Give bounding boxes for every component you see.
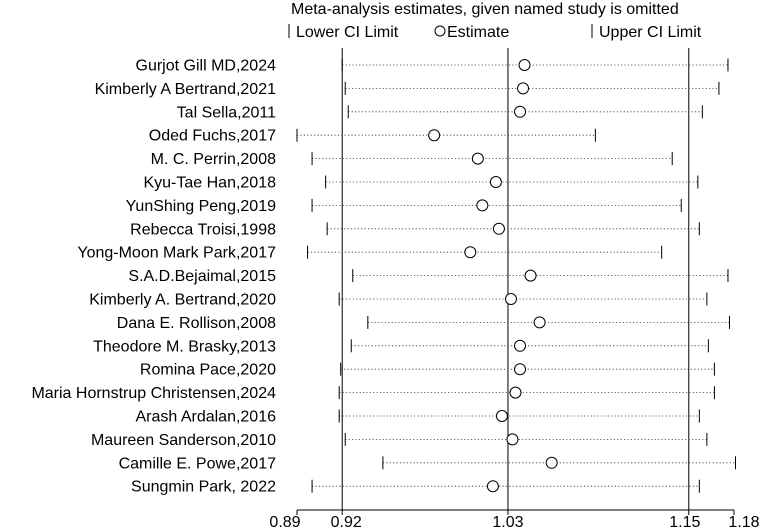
estimate-point (504, 293, 517, 305)
study-label: Dana E. Rollison,2008 (117, 315, 276, 332)
study-label: Camille E. Powe,2017 (119, 455, 277, 472)
reference-lines (341, 48, 690, 510)
estimate-point (428, 129, 441, 142)
study-row: Sungmin Park, 2022 (131, 479, 700, 496)
study-row: YunShing Peng,2019 (126, 198, 682, 215)
study-label: Arash Ardalan,2016 (135, 409, 276, 426)
study-label: Maureen Sanderson,2010 (91, 432, 276, 449)
study-row: Rebecca Troisi,1998 (130, 221, 700, 238)
estimate-point (495, 410, 508, 422)
study-row: Kyu-Tae Han,2018 (143, 175, 699, 192)
x-tick-label: 1.03 (492, 514, 523, 529)
study-row: Oded Fuchs,2017 (149, 128, 596, 145)
estimate-point (514, 363, 527, 376)
legend: Lower CI Limit Estimate Upper CI Limit (288, 24, 702, 41)
study-label: Theodore M. Brasky,2013 (93, 338, 276, 355)
estimate-point (514, 105, 527, 118)
study-label: Tal Sella,2011 (177, 104, 276, 121)
study-row: Tal Sella,2011 (177, 104, 703, 121)
x-axis-ticks: 0.89 0.92 1.03 1.15 1.18 (269, 510, 760, 529)
estimate-point (518, 59, 531, 71)
study-label: Romina Pace,2020 (140, 362, 276, 379)
x-tick-label: 0.89 (269, 514, 300, 529)
study-row: Maria Hornstrup Christensen,2024 (31, 385, 715, 402)
study-row: Kimberly A Bertrand,2021 (95, 81, 720, 98)
estimate-point (471, 152, 484, 165)
estimate-point (524, 269, 537, 282)
study-row: Theodore M. Brasky,2013 (93, 338, 709, 355)
study-row: Maureen Sanderson,2010 (91, 432, 708, 449)
estimate-point (476, 199, 489, 212)
study-row: Yong-Moon Mark Park,2017 (77, 245, 663, 262)
estimate-point (506, 433, 519, 446)
study-label: Kyu-Tae Han,2018 (143, 175, 276, 192)
estimate-point (533, 316, 546, 329)
chart-title: Meta-analysis estimates, given named stu… (291, 1, 679, 18)
x-tick-label: 1.15 (669, 514, 700, 529)
study-label: S.A.D.Bejaimal,2015 (128, 268, 276, 285)
estimate-point (509, 386, 522, 399)
legend-estimate-label: Estimate (447, 24, 509, 41)
legend-upper-label: Upper CI Limit (599, 24, 702, 41)
study-row: Dana E. Rollison,2008 (117, 315, 730, 332)
study-label: Yong-Moon Mark Park,2017 (77, 245, 276, 262)
study-label: Gurjot Gill MD,2024 (136, 58, 277, 75)
estimate-point (489, 176, 502, 188)
estimate-point (517, 82, 530, 95)
estimate-point (464, 246, 477, 259)
study-row: Camille E. Powe,2017 (119, 455, 737, 472)
estimate-point (514, 339, 527, 352)
x-tick-label: 0.92 (331, 514, 362, 529)
x-tick-label: 1.18 (728, 514, 759, 529)
study-label: Oded Fuchs,2017 (149, 128, 276, 145)
study-label: Kimberly A. Bertrand,2020 (89, 292, 276, 309)
study-label: YunShing Peng,2019 (126, 198, 276, 215)
study-row: Kimberly A. Bertrand,2020 (89, 292, 708, 309)
study-label: M. C. Perrin,2008 (151, 151, 276, 168)
study-label: Rebecca Troisi,1998 (130, 221, 276, 238)
study-label: Sungmin Park, 2022 (131, 479, 276, 496)
study-row: Romina Pace,2020 (140, 362, 715, 379)
legend-lower-label: Lower CI Limit (296, 24, 399, 41)
study-label: Kimberly A Bertrand,2021 (95, 81, 277, 98)
study-rows: Gurjot Gill MD,2024 Kimberly A Bertrand,2… (31, 58, 737, 496)
estimate-point (545, 456, 558, 469)
estimate-point (492, 222, 505, 235)
study-row: Gurjot Gill MD,2024 (136, 58, 729, 75)
study-label: Maria Hornstrup Christensen,2024 (31, 385, 276, 402)
study-row: M. C. Perrin,2008 (151, 151, 673, 168)
study-row: Arash Ardalan,2016 (135, 409, 700, 426)
legend-estimate-marker (434, 25, 446, 37)
estimate-point (486, 480, 499, 493)
study-row: S.A.D.Bejaimal,2015 (128, 268, 729, 285)
